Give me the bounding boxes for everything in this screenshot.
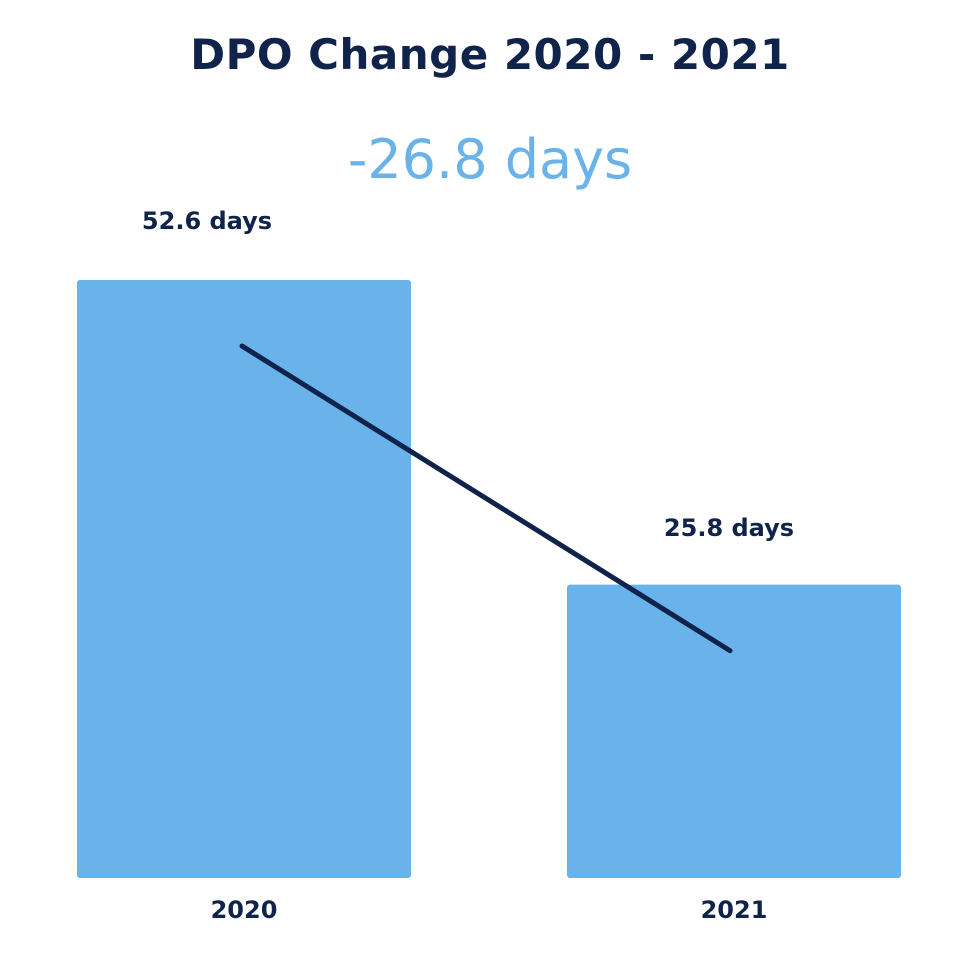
value-label-2021: 25.8 days	[664, 514, 794, 542]
change-summary: -26.8 days	[347, 128, 633, 191]
bar-2020	[77, 280, 411, 878]
chart-title: DPO Change 2020 - 2021	[190, 30, 790, 79]
value-label-2020: 52.6 days	[142, 207, 272, 235]
x-tick-2020: 2020	[211, 896, 278, 924]
bar-2021	[567, 584, 901, 878]
trend-line	[239, 343, 733, 654]
x-tick-2021: 2021	[701, 896, 768, 924]
